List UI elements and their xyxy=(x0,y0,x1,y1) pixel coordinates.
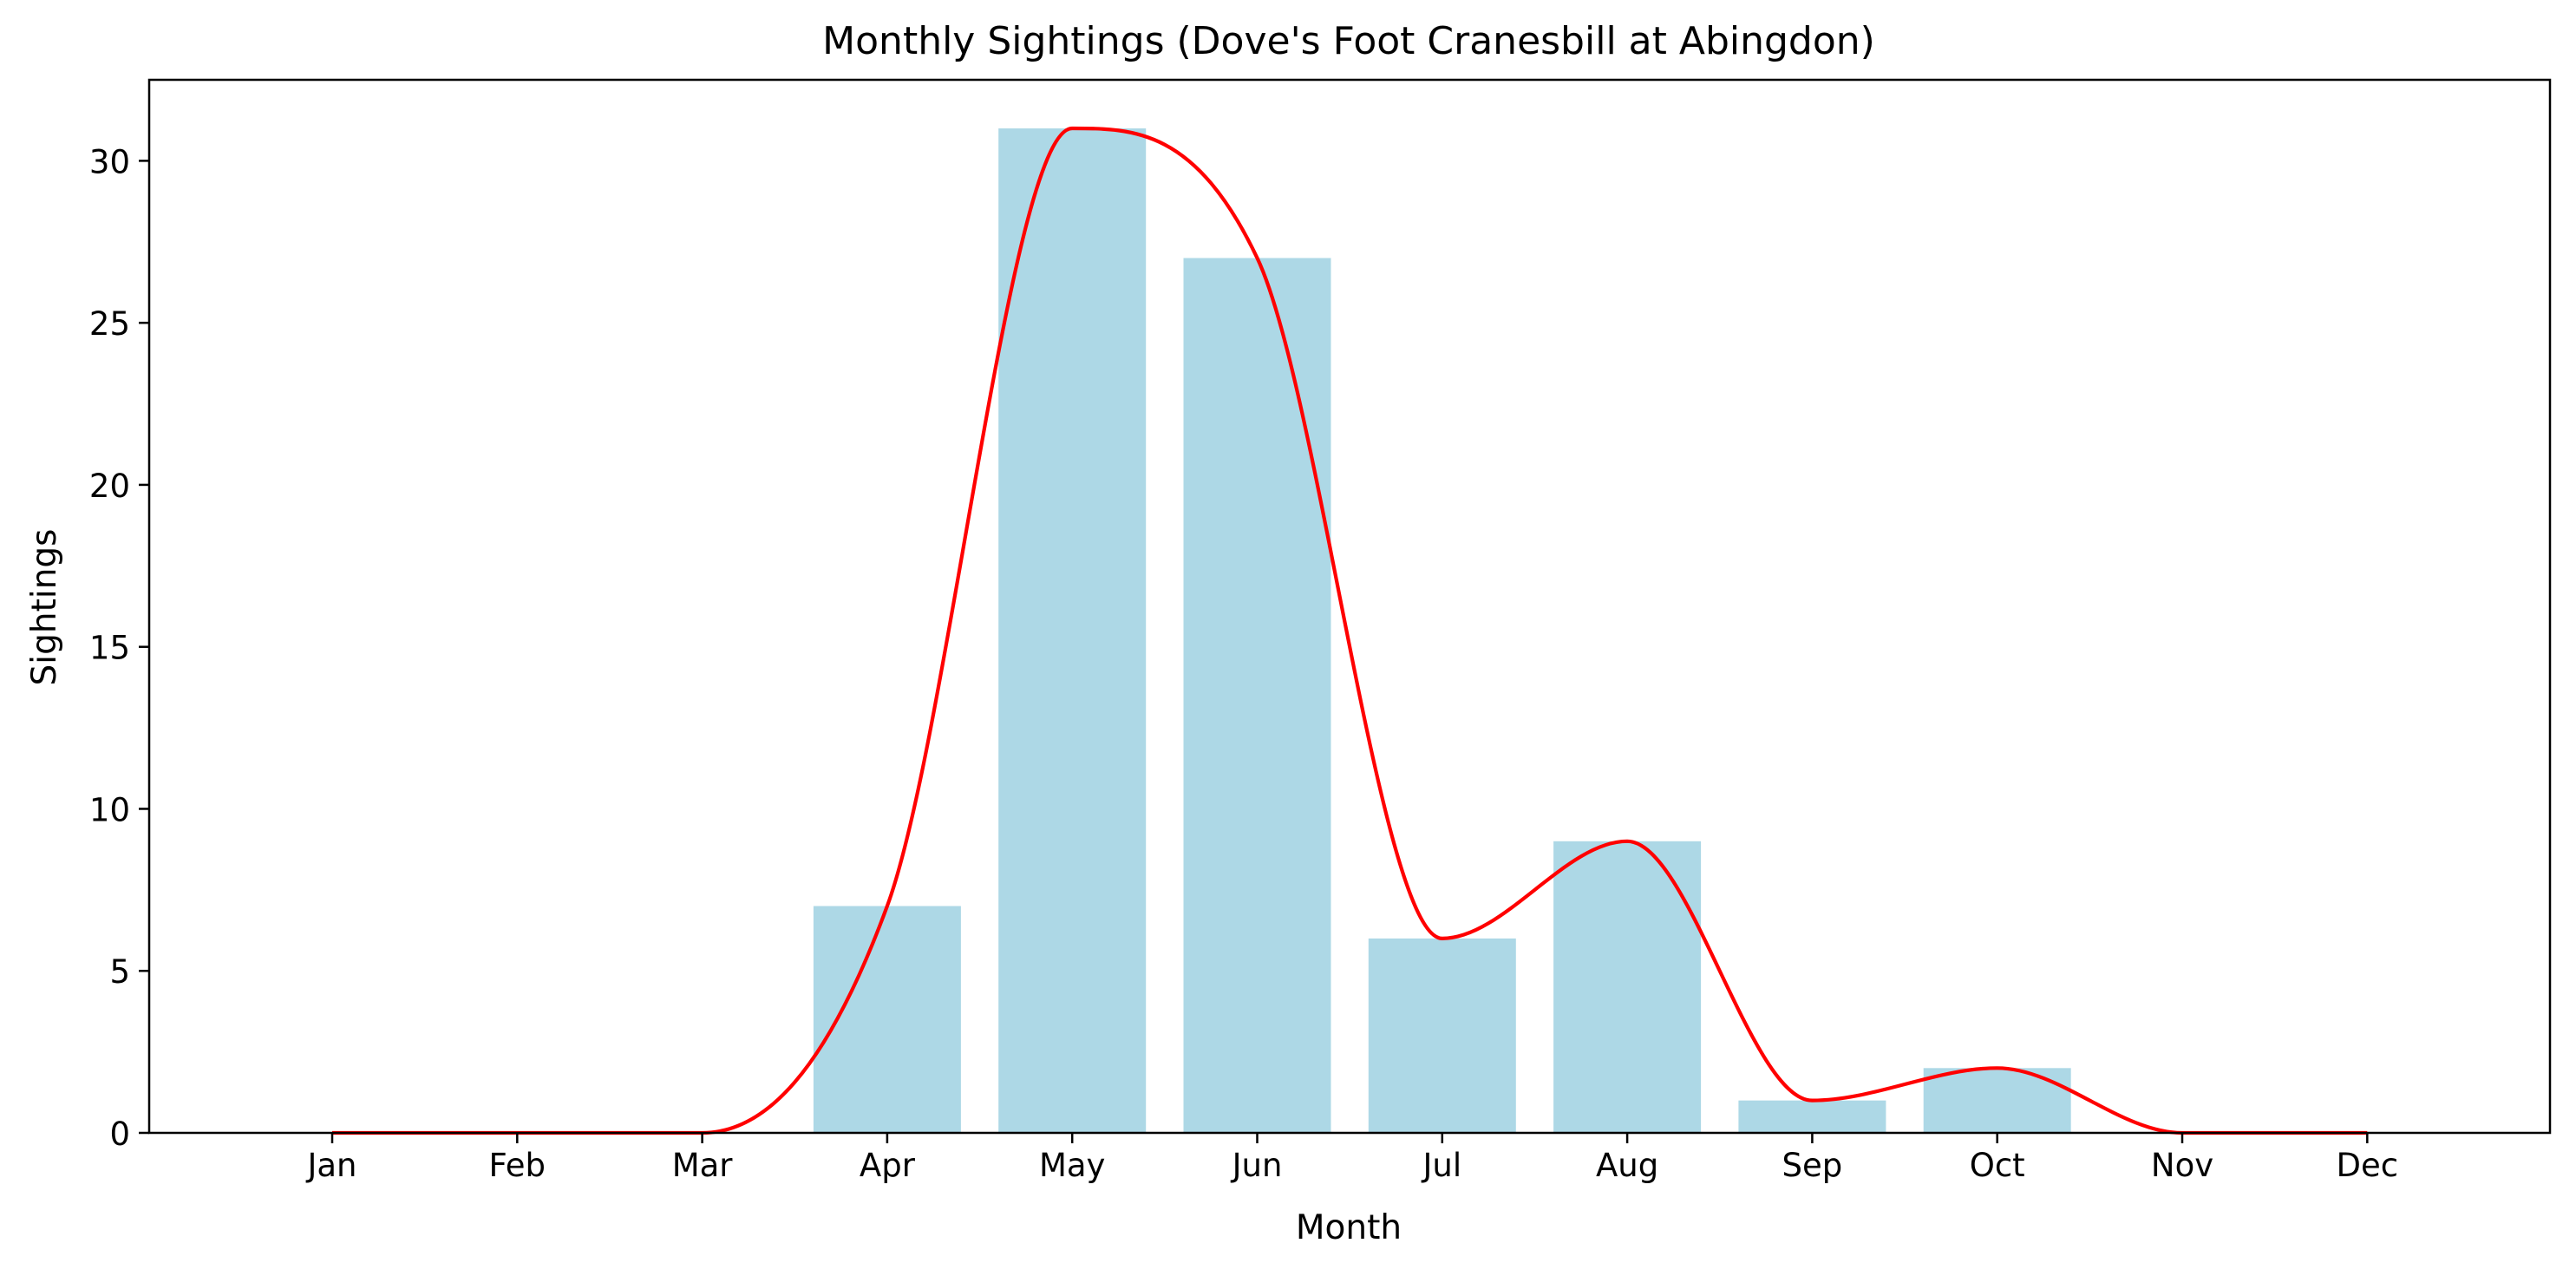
bar-may xyxy=(998,128,1147,1133)
plot-frame xyxy=(147,78,2552,1135)
trend-line xyxy=(332,126,2368,1135)
x-tick-label: Apr xyxy=(860,1147,916,1184)
trend-line-layer xyxy=(332,126,2368,1135)
x-tick-label: Nov xyxy=(2151,1147,2213,1184)
bar-aug xyxy=(1553,841,1702,1133)
x-tick-label: Jan xyxy=(305,1147,356,1184)
y-tick-label: 5 xyxy=(109,953,130,991)
y-tick-label: 25 xyxy=(89,305,130,343)
x-tick-label: Jun xyxy=(1231,1147,1283,1184)
x-tick-label: Jul xyxy=(1421,1147,1461,1184)
x-tick-label: Sep xyxy=(1782,1147,1843,1184)
y-tick-label: 0 xyxy=(109,1116,130,1153)
x-tick-label: Aug xyxy=(1596,1147,1658,1184)
bars-layer xyxy=(813,128,2071,1133)
x-tick-label: Mar xyxy=(672,1147,734,1184)
x-tick-label: Feb xyxy=(489,1147,546,1184)
y-axis-label: Sightings xyxy=(25,529,64,686)
y-tick-label: 20 xyxy=(89,468,130,505)
axes-layer: 0 5 10 15 20 25 30 Jan Feb Mar Apr May Jun Jul Aug Sep O… xyxy=(89,78,2552,1184)
x-tick-label: Oct xyxy=(1970,1147,2025,1184)
y-tick-label: 15 xyxy=(89,630,130,667)
bar-sep xyxy=(1738,1100,1886,1133)
bar-oct xyxy=(1923,1068,2071,1133)
x-tick-label: May xyxy=(1039,1147,1106,1184)
chart-title: Monthly Sightings (Dove's Foot Cranesbil… xyxy=(822,19,1875,63)
y-tick-label: 30 xyxy=(89,143,130,180)
y-tick-label: 10 xyxy=(89,791,130,828)
bar-jul xyxy=(1368,938,1516,1133)
x-tick-label: Dec xyxy=(2336,1147,2398,1184)
x-axis-label: Month xyxy=(1296,1208,1402,1247)
bar-jun xyxy=(1183,258,1331,1133)
